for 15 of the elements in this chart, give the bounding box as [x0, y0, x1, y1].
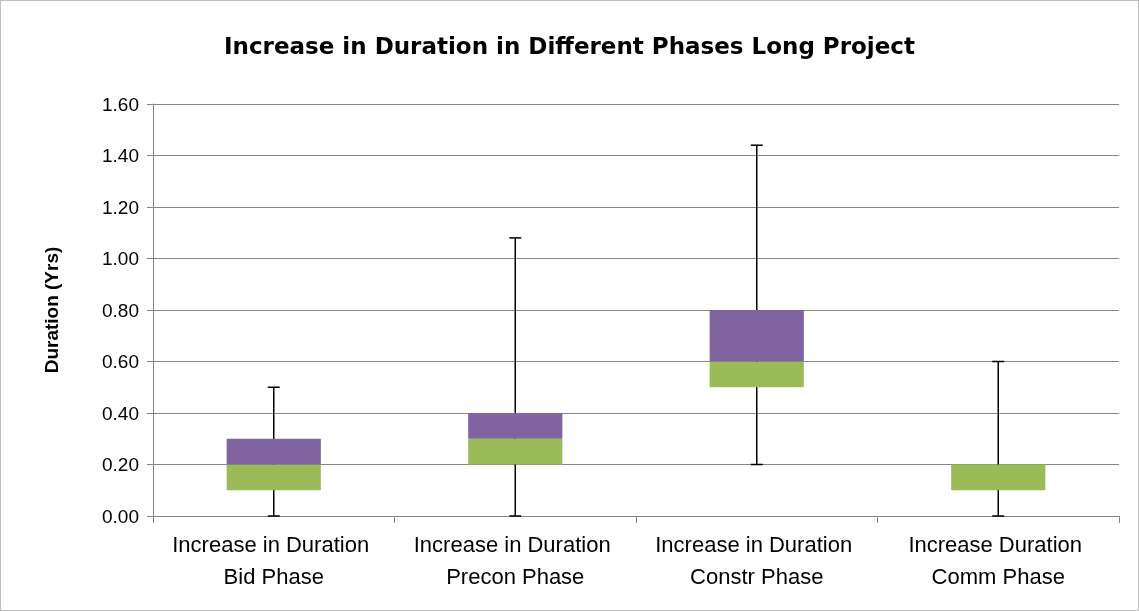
x-tick-label: Increase in Duration Bid Phase — [172, 531, 376, 589]
x-tick-label: Increase Duration Comm Phase — [908, 531, 1089, 589]
chart-title: Increase in Duration in Different Phases Long Project — [224, 32, 915, 59]
y-tick-label: 1.20 — [102, 196, 139, 218]
y-tick-label: 0.20 — [102, 454, 139, 475]
y-tick-label: 0.80 — [102, 299, 139, 321]
y-axis-title: Duration (Yrs) — [41, 246, 62, 374]
y-tick-label: 0.40 — [102, 402, 139, 424]
x-tick-label: Increase in Duration Constr Phase — [655, 531, 859, 589]
y-tick-label: 0.60 — [102, 351, 139, 372]
x-tick-label: Increase in Duration Precon Phase — [413, 531, 617, 589]
y-tick-label: 0.00 — [102, 505, 139, 527]
y-tick-label: 1.40 — [102, 145, 139, 166]
y-tick-label: 1.60 — [102, 93, 139, 115]
y-tick-label: 1.00 — [102, 248, 139, 269]
